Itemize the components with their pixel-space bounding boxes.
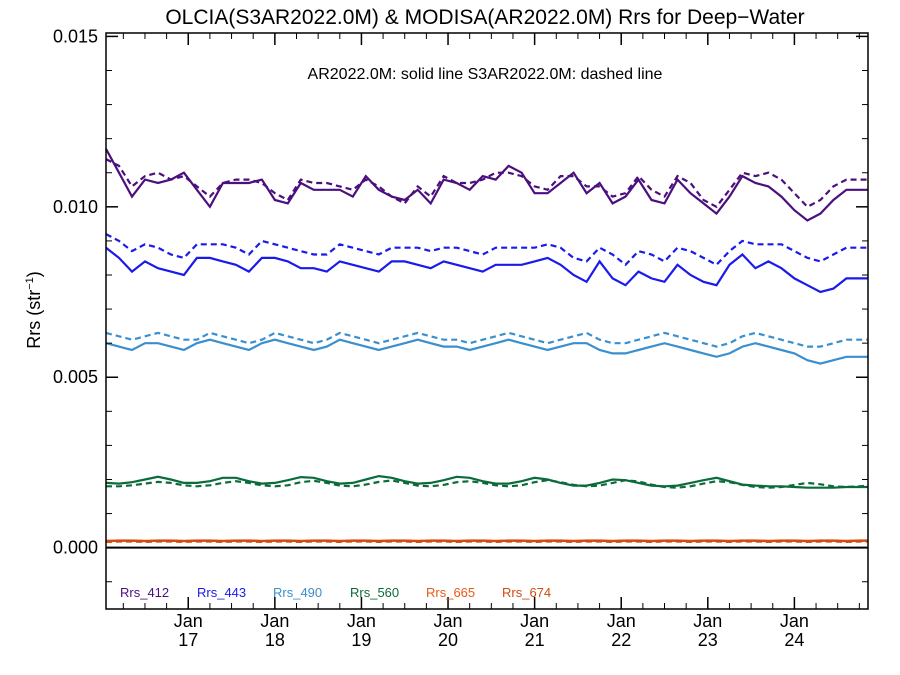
x-tick-label-year: 17: [178, 630, 198, 650]
y-tick-label: 0.010: [53, 197, 98, 217]
x-tick-label-month: Jan: [174, 611, 203, 631]
y-axis-label-superscript: −1: [24, 277, 36, 290]
series-line-rrs-443-dashed: [105, 233, 868, 267]
legend-item-rrs-560: Rrs_560: [350, 585, 399, 600]
series-line-rrs-412-solid: [105, 148, 868, 222]
plot-lines: [105, 148, 869, 544]
legend-item-rrs-665: Rrs_665: [426, 585, 475, 600]
x-tick-label-year: 18: [265, 630, 285, 650]
x-tick-label-month: Jan: [780, 611, 809, 631]
legend: Rrs_412 Rrs_443 Rrs_490 Rrs_560 Rrs_665 Rrs_6…: [120, 585, 551, 600]
x-tick-label-year: 20: [438, 630, 458, 650]
x-tick-label-month: Jan: [260, 611, 289, 631]
y-axis-label: Rrs (str−1): [24, 271, 44, 349]
series-line-rrs-443-solid: [105, 246, 868, 294]
legend-item-rrs-490: Rrs_490: [273, 585, 322, 600]
legend-item-rrs-443: Rrs_443: [197, 585, 246, 600]
series-line-rrs-412-dashed: [105, 158, 868, 209]
y-tick-label: 0.015: [53, 26, 98, 46]
x-tick-label-month: Jan: [693, 611, 722, 631]
x-tick-label-month: Jan: [520, 611, 549, 631]
x-tick-label-month: Jan: [347, 611, 376, 631]
x-tick-label-year: 19: [351, 630, 371, 650]
plot-frame: [105, 32, 869, 610]
x-tick-label-month: Jan: [434, 611, 463, 631]
y-axis: 0.000 0.005 0.010 0.015: [53, 26, 868, 583]
y-axis-label-main: Rrs (str: [24, 290, 44, 349]
x-tick-label-year: 23: [698, 630, 718, 650]
x-tick-label-year: 24: [784, 630, 804, 650]
y-tick-label: 0.005: [53, 367, 98, 387]
y-tick-label: 0.000: [53, 538, 98, 558]
legend-item-rrs-674: Rrs_674: [502, 585, 551, 600]
legend-item-rrs-412: Rrs_412: [120, 585, 169, 600]
chart-title: OLCIA(S3AR2022.0M) & MODISA(AR2022.0M) R…: [165, 6, 804, 29]
series-line-rrs-490-solid: [105, 338, 868, 365]
series-line-rrs-490-dashed: [105, 331, 868, 348]
y-axis-label-end: ): [24, 271, 44, 277]
chart-subtitle: AR2022.0M: solid line S3AR2022.0M: dashe…: [308, 66, 663, 83]
x-tick-label-year: 22: [611, 630, 631, 650]
series-line-rrs-560-dashed: [106, 479, 869, 489]
x-tick-label-month: Jan: [607, 611, 636, 631]
x-tick-label-year: 21: [525, 630, 545, 650]
